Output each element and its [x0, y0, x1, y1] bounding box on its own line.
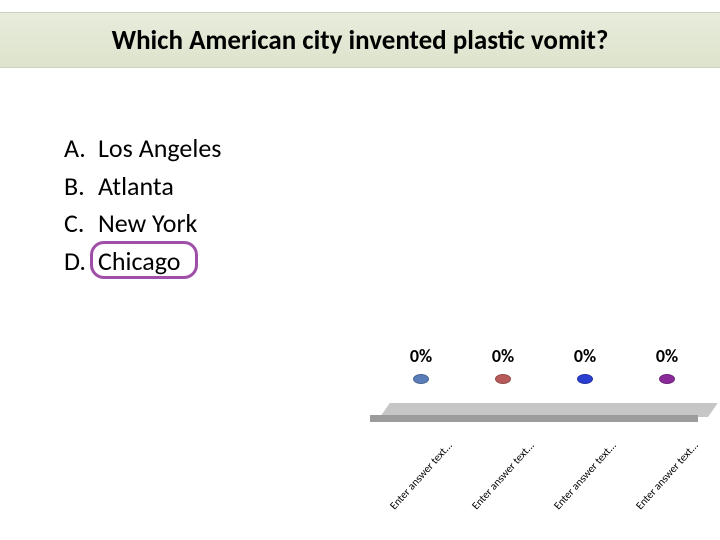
series-dot-icon — [577, 374, 593, 384]
percentage-label: 0% — [574, 345, 596, 367]
x-axis-labels: Enter answer text... Enter answer text..… — [380, 401, 708, 491]
chart-columns: 0% 0% 0% 0% — [380, 345, 710, 405]
answer-letter-a: A. — [64, 130, 98, 168]
answer-row: B. Atlanta — [64, 168, 221, 206]
answer-row: C. New York — [64, 205, 221, 243]
x-label: Enter answer text... — [551, 439, 619, 512]
percentage-label: 0% — [656, 345, 678, 367]
answer-list: A. Los Angeles B. Atlanta C. New York D.… — [64, 130, 221, 281]
answer-row: D. Chicago — [64, 243, 221, 281]
x-label: Enter answer text... — [387, 439, 455, 512]
answer-letter-b: B. — [64, 168, 98, 206]
question-title: Which American city invented plastic vom… — [112, 24, 609, 57]
x-label-col: Enter answer text... — [544, 401, 626, 491]
x-label: Enter answer text... — [469, 439, 537, 512]
x-label-col: Enter answer text... — [380, 401, 462, 491]
percentage-label: 0% — [410, 345, 432, 367]
answer-text-a: Los Angeles — [98, 130, 221, 168]
answer-text-c: New York — [98, 205, 197, 243]
answer-row: A. Los Angeles — [64, 130, 221, 168]
percentage-label: 0% — [492, 345, 514, 367]
answer-text-d: Chicago — [98, 243, 181, 281]
x-label-col: Enter answer text... — [462, 401, 544, 491]
answer-text-b: Atlanta — [98, 168, 174, 206]
answer-text-d-label: Chicago — [98, 245, 181, 277]
x-label: Enter answer text... — [633, 439, 701, 512]
answer-letter-c: C. — [64, 205, 98, 243]
response-chart: 0% 0% 0% 0% Enter answer text... Enter a… — [380, 345, 710, 515]
series-dot-icon — [659, 374, 675, 384]
title-bar: Which American city invented plastic vom… — [0, 12, 720, 68]
answer-letter-d: D. — [64, 243, 98, 281]
series-dot-icon — [495, 374, 511, 384]
series-dot-icon — [413, 374, 429, 384]
x-label-col: Enter answer text... — [626, 401, 708, 491]
